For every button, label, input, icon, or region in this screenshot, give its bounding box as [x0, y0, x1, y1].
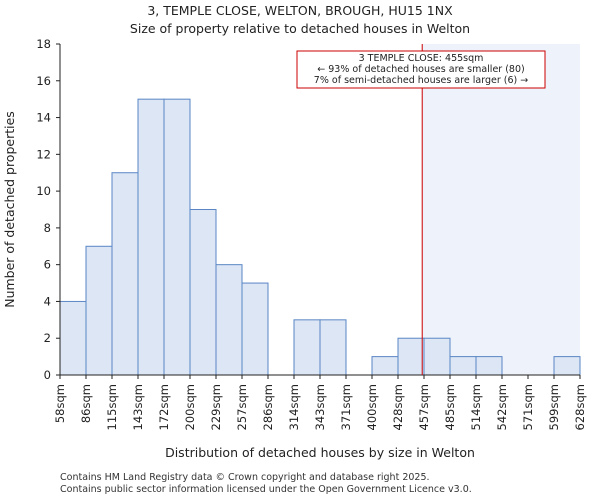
bar [189, 209, 217, 376]
x-axis-label: Distribution of detached houses by size … [165, 445, 475, 460]
highlight-region [422, 44, 580, 375]
annotation-line: ← 93% of detached houses are smaller (80… [317, 64, 524, 75]
x-tick-label: 514sqm [469, 384, 483, 430]
bar [423, 337, 451, 376]
bar [59, 300, 87, 376]
y-tick-label: 4 [44, 294, 51, 308]
y-tick-label: 12 [36, 147, 51, 161]
bar [137, 98, 165, 376]
y-tick-label: 6 [44, 258, 51, 272]
x-tick-label: 143sqm [131, 384, 145, 430]
y-tick-label: 18 [36, 37, 51, 51]
bar [163, 98, 191, 376]
x-tick-label: 428sqm [391, 384, 405, 430]
x-tick-label: 571sqm [521, 384, 535, 430]
x-tick-label: 343sqm [313, 384, 327, 430]
x-tick-label: 457sqm [417, 384, 431, 430]
x-tick-label: 172sqm [157, 384, 171, 430]
y-tick-label: 2 [44, 331, 51, 345]
y-tick-label: 0 [44, 368, 51, 382]
x-tick-label: 58sqm [53, 384, 67, 423]
bar [241, 282, 269, 376]
x-tick-label: 229sqm [209, 384, 223, 430]
y-axis-label: Number of detached properties [2, 111, 17, 308]
x-tick-label: 628sqm [573, 384, 587, 430]
x-tick-label: 485sqm [443, 384, 457, 430]
x-tick-label: 371sqm [339, 384, 353, 430]
x-tick-label: 599sqm [547, 384, 561, 430]
y-tick-label: 14 [36, 111, 51, 125]
x-tick-label: 115sqm [105, 384, 119, 430]
x-tick-label: 400sqm [365, 384, 379, 430]
y-tick-label: 8 [44, 221, 51, 235]
bar [215, 264, 243, 376]
bar [475, 356, 503, 376]
chart-title-line: 3, TEMPLE CLOSE, WELTON, BROUGH, HU15 1N… [147, 3, 453, 18]
x-tick-label: 542sqm [495, 384, 509, 430]
x-tick-label: 314sqm [287, 384, 301, 430]
bar [449, 356, 477, 376]
annotation-box [296, 50, 546, 89]
x-tick-label: 200sqm [183, 384, 197, 430]
footer-copyright: Contains HM Land Registry data © Crown c… [60, 472, 430, 483]
annotation-line: 3 TEMPLE CLOSE: 455sqm [359, 53, 484, 64]
annotation-line: 7% of semi-detached houses are larger (6… [314, 75, 528, 86]
x-tick-label: 286sqm [261, 384, 275, 430]
bar [85, 245, 113, 376]
bar [397, 337, 425, 376]
bar [293, 319, 321, 376]
y-tick-label: 16 [36, 74, 51, 88]
bar [319, 319, 347, 376]
bar [371, 356, 399, 376]
x-tick-label: 86sqm [79, 384, 93, 423]
bar [553, 356, 581, 376]
x-tick-label: 257sqm [235, 384, 249, 430]
chart-title-line: Size of property relative to detached ho… [130, 21, 470, 36]
y-tick-label: 10 [36, 184, 51, 198]
bar [111, 172, 139, 376]
footer-licence: Contains public sector information licen… [60, 484, 472, 495]
